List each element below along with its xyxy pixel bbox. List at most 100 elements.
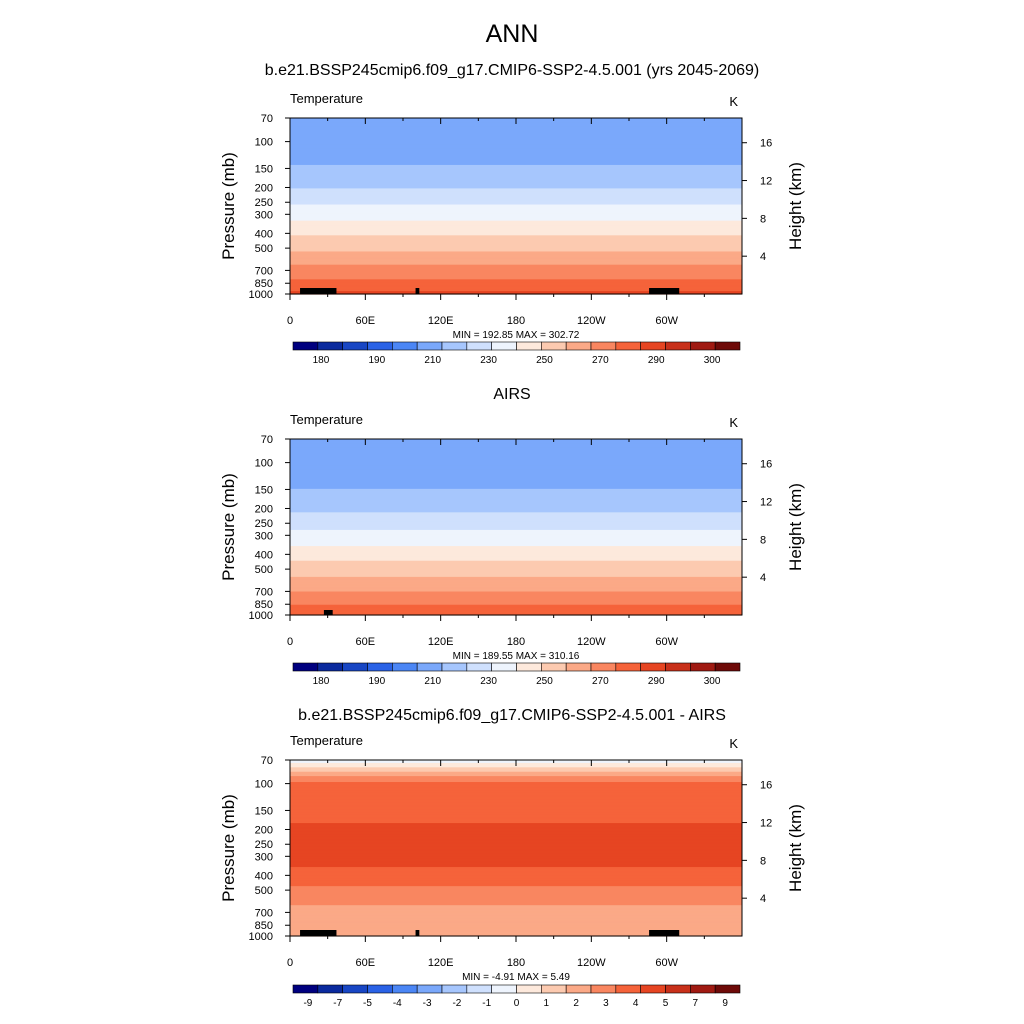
contour-band <box>290 606 742 609</box>
contour-band <box>290 220 742 223</box>
y-tick-label: 250 <box>255 839 273 851</box>
contour-band <box>290 527 742 530</box>
colorbar-box <box>367 984 393 994</box>
contour-band <box>290 225 742 228</box>
colorbar-label: 270 <box>592 355 609 366</box>
contour-band <box>290 770 742 773</box>
contour-band <box>290 804 742 807</box>
contour-band <box>290 169 742 172</box>
contour-band <box>290 861 742 864</box>
contour-band <box>290 870 742 873</box>
panel-3-title: b.e21.BSSP245cmip6.f09_g17.CMIP6-SSP2-4.… <box>298 707 726 724</box>
colorbar-box <box>491 984 517 994</box>
contour-band <box>290 575 742 578</box>
contour-band <box>290 198 742 201</box>
contour-band <box>290 540 742 543</box>
contour-band <box>290 487 742 490</box>
contour-band <box>290 612 742 615</box>
contour-band <box>290 837 742 840</box>
contour-band <box>290 918 742 921</box>
contour-band <box>290 591 742 594</box>
contour-band <box>290 767 742 770</box>
contour-band <box>290 170 742 173</box>
contour-band <box>290 132 742 135</box>
colorbar-label: 210 <box>424 676 441 687</box>
contour-band <box>290 908 742 911</box>
contour-band <box>290 771 742 774</box>
contour-band <box>290 556 742 559</box>
contour-band <box>290 569 742 572</box>
contour-band <box>290 875 742 878</box>
colorbar-label: 180 <box>313 355 330 366</box>
contour-band <box>290 153 742 156</box>
colorbar-label: 0 <box>514 998 520 1009</box>
contour-band <box>290 823 742 826</box>
colorbar-box <box>714 984 741 994</box>
contour-band <box>290 512 742 515</box>
variable-label: Temperature <box>290 412 363 427</box>
colorbar-box <box>317 662 343 672</box>
contour-band <box>290 544 742 547</box>
contour-band <box>290 500 742 503</box>
contour-band <box>290 798 742 801</box>
contour-band <box>290 922 742 925</box>
contour-band <box>290 250 742 253</box>
y-tick-label: 100 <box>255 458 273 470</box>
contour-band <box>290 853 742 856</box>
contour-band <box>290 255 742 258</box>
contour-band <box>290 565 742 568</box>
y-tick-label: 850 <box>255 599 273 611</box>
x-tick-label: 60W <box>655 636 678 648</box>
contour-band <box>290 194 742 197</box>
contour-band <box>290 571 742 574</box>
contour-band <box>290 796 742 799</box>
colorbar-label: 230 <box>480 676 497 687</box>
contour-band <box>290 912 742 915</box>
colorbar-box <box>714 341 741 351</box>
contour-band <box>290 238 742 241</box>
contour-band <box>290 867 742 870</box>
colorbar-box <box>590 662 617 672</box>
contour-band <box>290 858 742 861</box>
colorbar-box <box>690 984 716 994</box>
y-tick-label: 100 <box>255 779 273 791</box>
contour-band <box>290 914 742 917</box>
contour-band <box>290 485 742 488</box>
colorbar-box <box>516 662 542 672</box>
contour-band <box>290 782 742 785</box>
contour-band <box>290 518 742 521</box>
contour-band <box>290 123 742 126</box>
contour-band <box>290 887 742 890</box>
colorbar-box <box>416 662 443 672</box>
contour-band <box>290 839 742 842</box>
colorbar-box <box>714 662 741 672</box>
contour-band <box>290 477 742 480</box>
contour-band <box>290 248 742 251</box>
contour-band <box>290 549 742 552</box>
contour-band <box>290 484 742 487</box>
colorbar-label: 2 <box>573 998 579 1009</box>
contour-band <box>290 581 742 584</box>
y-tick-label: 700 <box>255 907 273 919</box>
y-tick-label: 1000 <box>249 289 273 301</box>
contour-band <box>290 849 742 852</box>
contour-band <box>290 603 742 606</box>
contour-band <box>290 560 742 563</box>
contour-band <box>290 471 742 474</box>
contour-band <box>290 157 742 160</box>
colorbar-box <box>441 341 468 351</box>
y2-tick-label: 4 <box>760 251 766 263</box>
y-tick-label: 500 <box>255 564 273 576</box>
contour-band <box>290 836 742 839</box>
contour-band <box>290 827 742 830</box>
y2-axis-title: Height (km) <box>786 162 805 250</box>
contour-band <box>290 164 742 167</box>
contour-band <box>290 593 742 596</box>
y2-tick-label: 8 <box>760 213 766 225</box>
contour-band <box>290 824 742 827</box>
panel-1-colorbar <box>292 341 741 351</box>
contour-band <box>290 191 742 194</box>
y2-tick-label: 12 <box>760 497 772 509</box>
contour-band <box>290 223 742 226</box>
